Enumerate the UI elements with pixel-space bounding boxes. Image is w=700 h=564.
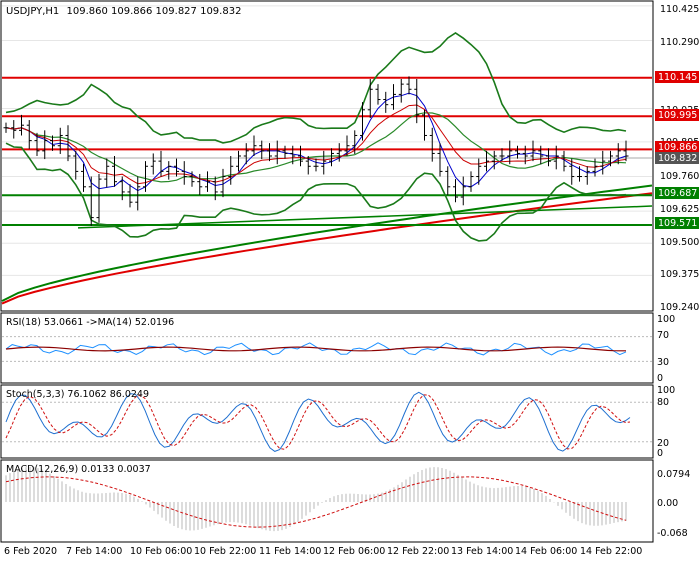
level-label-bg bbox=[655, 141, 699, 153]
x-tick: 10 Feb 22:00 bbox=[194, 546, 256, 557]
level-label-bg bbox=[655, 152, 699, 164]
y-tick: 109.240 bbox=[660, 302, 699, 313]
stoch-k-line bbox=[5, 391, 631, 452]
y-tick: 109.760 bbox=[660, 171, 699, 182]
macd-signal-line bbox=[5, 476, 627, 528]
x-tick: 13 Feb 14:00 bbox=[451, 546, 513, 557]
rsi-title: RSI(18) 53.0661 ->MA(14) 52.0196 bbox=[6, 317, 174, 328]
ma-long-green bbox=[1, 184, 653, 302]
level-label-bg bbox=[655, 109, 699, 121]
time-axis: 6 Feb 2020 7 Feb 14:00 10 Feb 06:00 10 F… bbox=[4, 546, 642, 557]
bollinger-upper bbox=[5, 32, 627, 144]
x-tick: 11 Feb 14:00 bbox=[259, 546, 321, 557]
y-tick: 100 bbox=[657, 385, 675, 396]
x-tick: 12 Feb 22:00 bbox=[387, 546, 449, 557]
x-tick: 7 Feb 14:00 bbox=[66, 546, 122, 557]
x-tick: 14 Feb 22:00 bbox=[580, 546, 642, 557]
macd-title: MACD(12,26,9) 0.0133 0.0037 bbox=[6, 464, 151, 475]
y-tick: 20 bbox=[657, 438, 669, 449]
y-tick: 0.0794 bbox=[657, 469, 690, 480]
level-label: 109.832 bbox=[658, 153, 697, 164]
x-tick: 6 Feb 2020 bbox=[4, 546, 57, 557]
level-label-bg bbox=[655, 71, 699, 83]
y-tick: 109.500 bbox=[660, 237, 699, 248]
ma-long-red bbox=[1, 192, 653, 305]
level-label: 109.995 bbox=[658, 110, 697, 121]
y-tick: 0 bbox=[657, 448, 663, 459]
y-tick: 109.625 bbox=[660, 204, 699, 215]
rsi-line bbox=[5, 342, 627, 356]
y-tick: 0.00 bbox=[657, 498, 678, 509]
x-tick: 10 Feb 06:00 bbox=[130, 546, 192, 557]
level-label: 109.571 bbox=[658, 218, 697, 229]
x-tick: 12 Feb 06:00 bbox=[323, 546, 385, 557]
trend-line bbox=[77, 205, 653, 229]
rsi-axis: 100 70 30 0 bbox=[657, 314, 675, 384]
level-label: 110.145 bbox=[658, 72, 697, 83]
bollinger-middle bbox=[5, 112, 627, 183]
level-labels: 110.145 109.995 109.866 109.832 109.687 … bbox=[655, 71, 699, 229]
macd-axis: 0.0794 0.00 -0.068 bbox=[657, 469, 690, 539]
y-tick: 0 bbox=[657, 373, 663, 384]
y-tick: 109.375 bbox=[660, 269, 699, 280]
y-tick: 70 bbox=[657, 330, 669, 341]
main-title: USDJPY,H1 109.860 109.866 109.827 109.83… bbox=[6, 6, 241, 17]
stoch-axis: 100 80 20 0 bbox=[657, 385, 675, 459]
symbol-label: USDJPY,H1 bbox=[6, 6, 59, 17]
y-tick: 110.290 bbox=[660, 37, 699, 48]
ohlc-label: 109.860 109.866 109.827 109.832 bbox=[66, 6, 241, 17]
y-tick: 110.425 bbox=[660, 4, 699, 15]
y-tick: 30 bbox=[657, 357, 669, 368]
x-tick: 14 Feb 06:00 bbox=[515, 546, 577, 557]
stoch-d-line bbox=[5, 394, 631, 450]
y-tick: 80 bbox=[657, 397, 669, 408]
level-label: 109.687 bbox=[658, 188, 697, 199]
y-tick: -0.068 bbox=[657, 528, 688, 539]
level-label-bg bbox=[655, 187, 699, 199]
y-tick: 100 bbox=[657, 314, 675, 325]
level-label-bg bbox=[655, 217, 699, 229]
level-label: 109.866 bbox=[658, 142, 697, 153]
stoch-title: Stoch(5,3,3) 76.1062 86.0249 bbox=[6, 389, 149, 400]
bollinger-lower bbox=[5, 142, 627, 242]
rsi-ma-line bbox=[5, 346, 626, 352]
